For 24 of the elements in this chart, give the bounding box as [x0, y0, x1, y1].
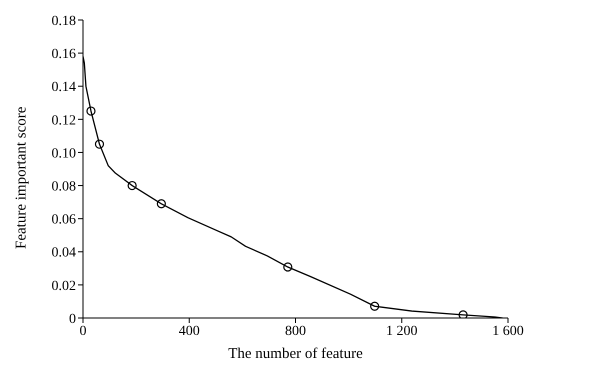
y-tick-label: 0.16: [52, 47, 76, 62]
point: [458, 310, 468, 318]
y-tick-label: 0.04: [52, 246, 76, 261]
point: [94, 140, 104, 149]
point: [128, 180, 137, 190]
point: [86, 106, 96, 116]
x-axis-title: The number of feature: [228, 346, 364, 362]
x-tick-label: 400: [178, 324, 200, 339]
y-tick-label: 0.10: [52, 146, 76, 162]
x-tick-label: 1 200: [386, 324, 418, 339]
point: [156, 199, 166, 208]
point: [370, 302, 380, 311]
x-tick-label: 800: [285, 324, 306, 339]
y-tick-label: 0: [69, 312, 76, 327]
x-tick-label: 0: [80, 324, 86, 339]
x-tick-label: 1 600: [492, 324, 524, 339]
y-tick-label: 0.18: [52, 14, 76, 29]
y-tick-label: 0.02: [52, 278, 76, 294]
y-tick-label: 0.08: [52, 180, 76, 195]
y-tick-label: 0.14: [52, 80, 76, 96]
y-axis-title: Feature important score: [13, 106, 30, 249]
point: [283, 262, 292, 272]
y-tick-label: 0.12: [52, 113, 76, 128]
y-tick-label: 0.06: [52, 212, 76, 228]
